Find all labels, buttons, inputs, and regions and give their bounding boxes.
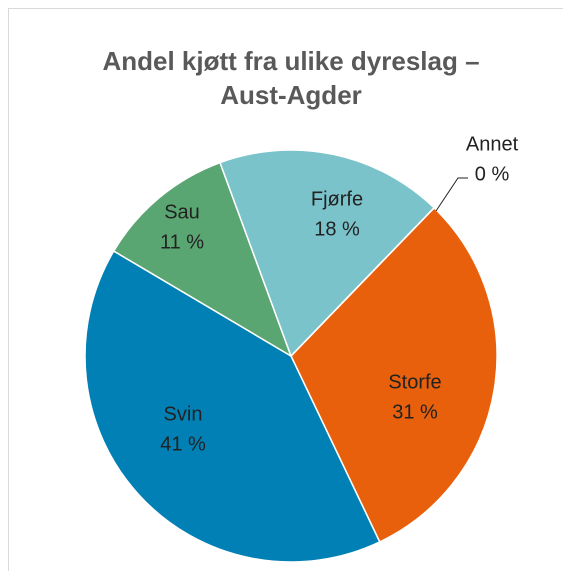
leader-line [435,177,468,212]
slice-label: Svin [164,403,203,425]
pie-slice [84,250,381,563]
slice-label: Fjørfe [311,188,363,210]
pie-slice [112,161,293,358]
pie-slice [219,149,436,358]
slice-label: Storfe [388,371,441,393]
slice-label: Annet [466,133,519,155]
slice-value-label: 18 % [314,218,360,240]
slice-value-label: 11 % [160,231,204,253]
slice-value-label: 0 % [475,163,510,185]
pie-slice [290,206,498,543]
chart-border [8,8,563,571]
chart-title: Andel kjøtt fra ulike dyreslag – Aust-Ag… [102,46,480,110]
slice-value-label: 31 % [392,401,438,423]
slice-label: Sau [164,201,200,223]
slice-value-label: 41 % [160,433,206,455]
